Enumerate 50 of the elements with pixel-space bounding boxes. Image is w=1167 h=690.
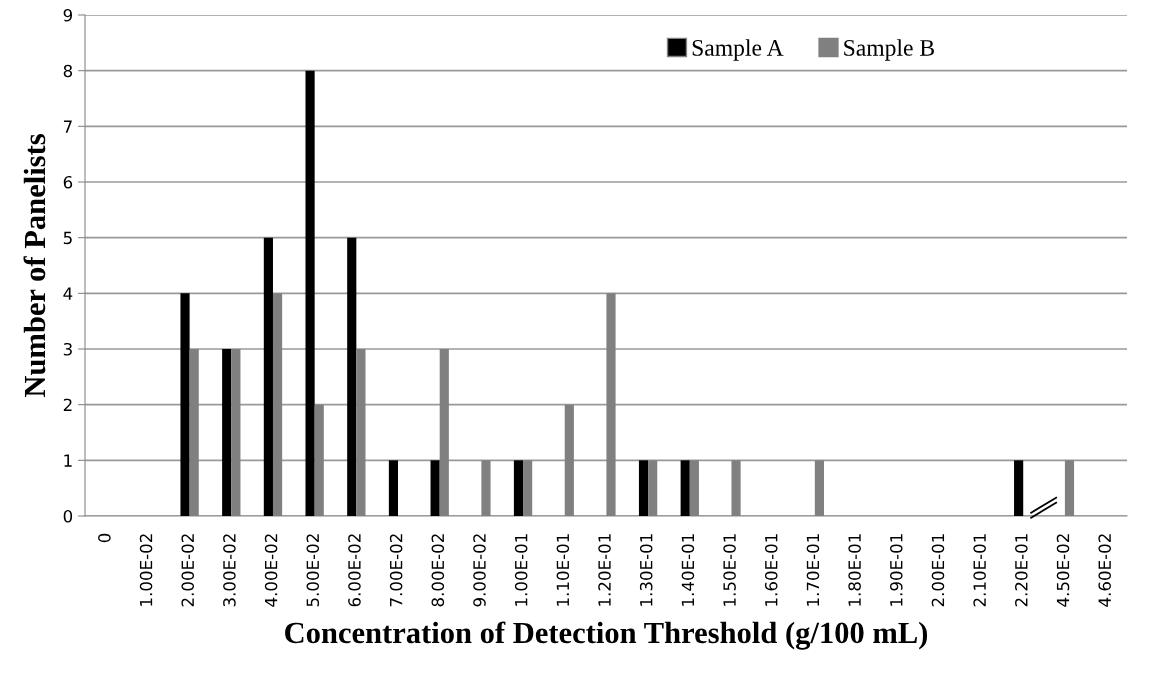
x-tick-label: 7.00E-02 xyxy=(389,534,403,607)
x-tick-label: 1.10E-01 xyxy=(556,534,570,606)
y-tick-label: 4 xyxy=(63,287,73,300)
x-tick-label: 1.00E-02 xyxy=(139,534,153,606)
x-tick-label: 1.80E-01 xyxy=(848,534,861,606)
x-tick-label: 1.60E-01 xyxy=(764,534,778,606)
bar xyxy=(1014,460,1024,516)
bar xyxy=(513,460,524,516)
legend-label: Sample B xyxy=(844,39,934,61)
bar xyxy=(430,460,440,516)
x-tick-label: 1.70E-01 xyxy=(806,534,820,606)
x-axis-title: Concentration of Detection Threshold (g/100 mL) xyxy=(285,621,928,650)
y-tick-label: 2 xyxy=(63,398,72,411)
y-tick-label: 3 xyxy=(63,342,72,356)
x-tick-label: 4.50E-02 xyxy=(1056,534,1070,607)
legend-label: Sample A xyxy=(692,39,784,61)
x-tick-label: 3.00E-02 xyxy=(223,534,236,607)
x-tick-label: 6.00E-02 xyxy=(348,534,361,607)
x-tick-label: 2.00E-01 xyxy=(931,534,945,607)
x-tick-label: 2.10E-01 xyxy=(973,534,986,607)
y-tick-label: 9 xyxy=(63,8,73,22)
x-tick-label: 1.40E-01 xyxy=(681,534,695,606)
y-tick-label: 1 xyxy=(64,454,72,467)
x-tick-label: 2.20E-01 xyxy=(1015,534,1028,607)
x-tick-label: 0 xyxy=(98,533,111,543)
x-tick-label: 5.00E-02 xyxy=(306,534,320,607)
x-tick-label: 1.50E-01 xyxy=(723,534,736,606)
y-tick-label: 8 xyxy=(63,64,73,78)
y-tick-label: 5 xyxy=(63,231,72,245)
bar xyxy=(680,460,690,516)
y-tick-label: 7 xyxy=(63,120,72,133)
x-tick-label: 1.00E-01 xyxy=(514,534,528,606)
y-tick-label: 0 xyxy=(63,509,73,523)
bar xyxy=(180,293,190,516)
x-tick-label: 1.30E-01 xyxy=(639,534,653,606)
bar xyxy=(638,460,649,516)
bar xyxy=(305,70,315,516)
bar xyxy=(347,237,357,516)
y-tick-label: 6 xyxy=(63,175,73,189)
x-tick-label: 2.00E-02 xyxy=(181,534,195,607)
x-tick-label: 1.90E-01 xyxy=(889,534,903,606)
x-tick-label: 1.20E-01 xyxy=(598,534,611,606)
bar xyxy=(388,460,399,516)
y-axis-title: Number of Panelists xyxy=(23,134,46,398)
x-tick-label: 4.00E-02 xyxy=(264,534,278,607)
x-tick-label: 4.60E-02 xyxy=(1098,534,1111,607)
x-tick-label: 9.00E-02 xyxy=(473,534,486,607)
x-tick-label: 8.00E-02 xyxy=(431,534,445,607)
bar xyxy=(222,349,232,516)
bar xyxy=(263,237,273,516)
